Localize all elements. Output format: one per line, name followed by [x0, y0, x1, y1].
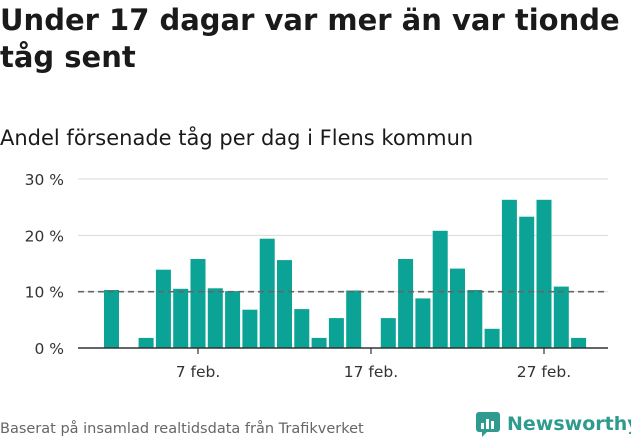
bar: [155, 269, 171, 348]
bar: [138, 337, 154, 348]
bar: [277, 260, 292, 348]
bar: [571, 337, 587, 348]
bar: [173, 288, 189, 348]
y-tick-label: 20 %: [25, 227, 64, 245]
bar: [467, 290, 483, 348]
headline: Under 17 dagar var mer än var tionde tåg…: [0, 3, 620, 74]
bar: [519, 216, 535, 348]
bar: [207, 288, 223, 348]
bar: [553, 286, 569, 348]
y-tick-label: 0 %: [34, 340, 64, 358]
bars: [104, 199, 587, 348]
source-note: Baserat på insamlad realtidsdata från Tr…: [0, 421, 364, 437]
bar: [242, 309, 258, 348]
y-axis-labels: 0 % 10 % 20 % 30 %: [25, 171, 64, 358]
bar: [225, 291, 241, 348]
x-tick-label: 17 feb.: [344, 363, 398, 381]
bar: [501, 199, 517, 348]
chart-subtitle: Andel försenade tåg per dag i Flens komm…: [0, 126, 474, 150]
y-tick-label: 30 %: [25, 171, 64, 189]
newsworthy-brand: Newsworthy: [475, 408, 631, 440]
bar: [450, 268, 465, 348]
x-tick-label: 27 feb.: [517, 363, 571, 381]
bar: [104, 290, 119, 348]
bar: [432, 230, 448, 348]
bar-chart: 0 % 10 % 20 % 30 % 7 feb. 17 feb. 27 feb.: [25, 171, 608, 381]
bar: [311, 337, 327, 348]
bar: [380, 318, 396, 348]
bar: [536, 199, 552, 348]
bar: [294, 309, 310, 348]
brand-name: Newsworthy: [507, 413, 631, 435]
bar: [415, 298, 431, 348]
bar: [190, 259, 206, 348]
newsworthy-logo-icon: [476, 412, 500, 437]
bar: [328, 318, 344, 348]
y-tick-label: 10 %: [25, 284, 64, 302]
bar: [398, 259, 414, 348]
x-tick-label: 7 feb.: [176, 363, 221, 381]
x-axis-labels: 7 feb. 17 feb. 27 feb.: [176, 348, 571, 381]
bar: [346, 290, 362, 348]
bar: [484, 328, 500, 348]
bar: [259, 238, 275, 348]
